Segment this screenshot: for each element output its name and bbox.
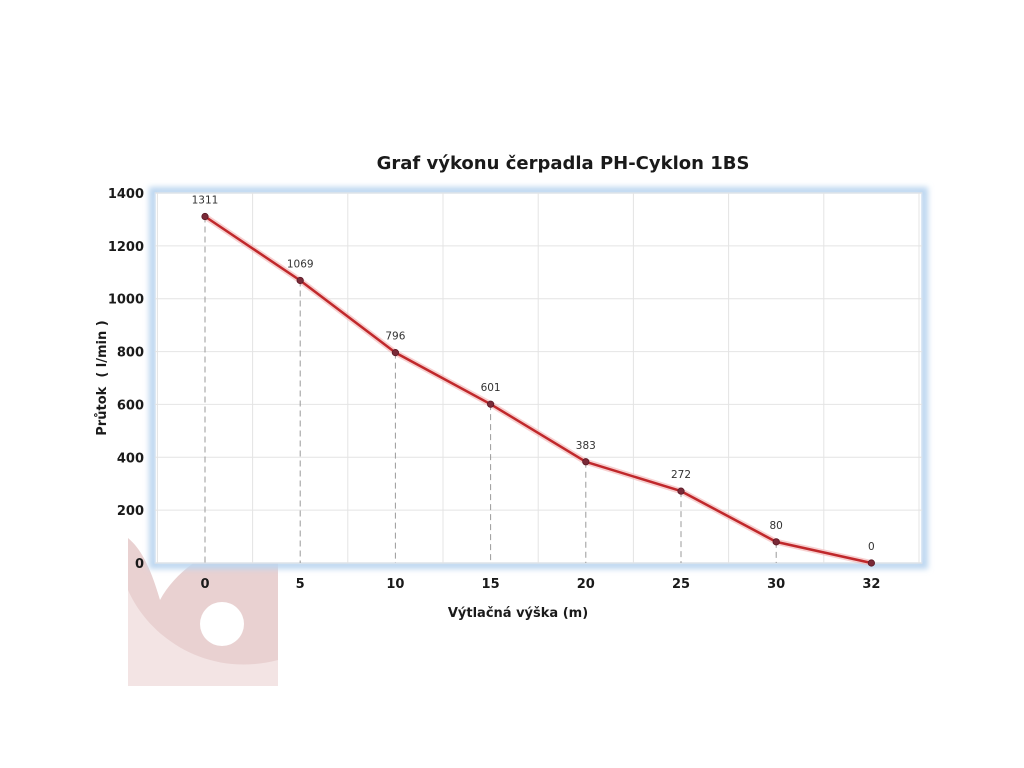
y-tick-label: 1200 xyxy=(108,240,144,255)
x-tick-label: 5 xyxy=(296,577,305,592)
data-labels: 1311 1069 796 601 383 272 80 0 xyxy=(192,195,875,553)
data-label: 796 xyxy=(385,331,405,343)
y-tick-label: 1000 xyxy=(108,293,144,308)
data-point xyxy=(201,212,209,221)
data-label: 272 xyxy=(671,469,691,481)
data-point xyxy=(582,458,590,466)
data-point xyxy=(677,487,685,495)
data-point xyxy=(391,349,399,357)
drop-lines xyxy=(204,216,777,563)
data-label: 601 xyxy=(481,382,501,394)
x-tick-label: 25 xyxy=(672,577,690,592)
data-label: 383 xyxy=(576,440,596,452)
y-tick-label: 400 xyxy=(117,451,144,466)
y-tick-label: 1400 xyxy=(108,187,144,202)
y-tick-label: 800 xyxy=(117,346,144,361)
y-tick-label: 600 xyxy=(117,398,144,413)
x-tick-label: 0 xyxy=(200,577,209,592)
data-point xyxy=(867,559,876,567)
plot-area-glow xyxy=(149,187,928,569)
data-label: 0 xyxy=(868,541,875,553)
data-label: 1311 xyxy=(192,195,219,207)
x-axis-ticks: 0 5 10 15 20 25 30 32 xyxy=(200,577,880,592)
data-point xyxy=(486,400,495,408)
x-tick-label: 32 xyxy=(862,577,880,592)
company-logo-watermark xyxy=(128,538,278,686)
data-point xyxy=(772,538,780,546)
chart-title: Graf výkonu čerpadla PH-Cyklon 1BS xyxy=(377,153,750,174)
x-tick-label: 15 xyxy=(482,577,500,592)
x-tick-label: 30 xyxy=(767,577,785,592)
series-line xyxy=(204,215,872,565)
grid xyxy=(155,192,922,564)
y-tick-label: 200 xyxy=(117,504,144,519)
x-tick-label: 10 xyxy=(386,577,404,592)
data-point xyxy=(296,276,304,285)
y-tick-label: 0 xyxy=(135,557,144,572)
x-tick-label: 20 xyxy=(577,577,595,592)
x-axis-label: Výtlačná výška (m) xyxy=(448,606,588,621)
data-label: 1069 xyxy=(287,258,314,270)
y-axis-label: Průtok ( l/min ) xyxy=(95,320,110,435)
y-axis-ticks: 0 200 400 600 800 1000 1200 1400 xyxy=(108,187,144,572)
data-label: 80 xyxy=(770,520,783,532)
series-flow xyxy=(201,212,876,567)
